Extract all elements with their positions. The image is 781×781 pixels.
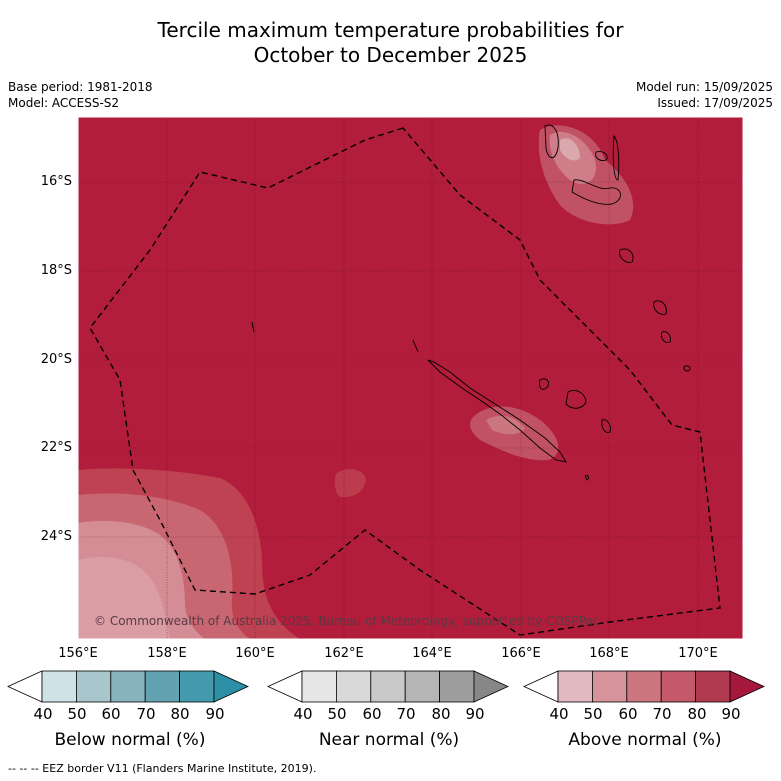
below-colorbar-min-extend: [7, 670, 43, 703]
tick-label: 60: [618, 705, 638, 723]
tick-label: 60: [101, 705, 121, 723]
island-outline: [612, 134, 620, 181]
below-normal-colorbar: [7, 670, 249, 703]
meta-right: Model run: 15/09/2025 Issued: 17/09/2025: [636, 79, 773, 111]
above-colorbar-segment: [592, 670, 628, 703]
tick-label: 90: [721, 705, 741, 723]
island-outline: [661, 331, 671, 343]
tick-label: 90: [465, 705, 485, 723]
island-outline: [544, 124, 559, 159]
near-colorbar-max-extend: [473, 670, 509, 703]
lon-label: 160°E: [235, 646, 275, 661]
lat-label: 20°S: [40, 352, 72, 367]
lat-label: 16°S: [40, 174, 72, 189]
tick-label: 80: [170, 705, 190, 723]
above-colorbar-segment: [626, 670, 662, 703]
above-colorbar-segment: [660, 670, 697, 703]
island-outline: [683, 365, 691, 372]
tick-label: 70: [396, 705, 416, 723]
island-outline: [653, 300, 667, 315]
lon-label: 156°E: [58, 646, 98, 661]
lon-label: 162°E: [324, 646, 364, 661]
copyright-text: © Commonwealth of Australia 2025, Bureau…: [94, 614, 600, 628]
model-run: Model run: 15/09/2025: [635, 80, 773, 94]
map-frame: [77, 116, 744, 640]
prob-blob-vanuatu-core: [560, 138, 580, 161]
tick-label: 40: [549, 705, 569, 723]
above-colorbar-segment: [557, 670, 593, 703]
base-period: Base period: 1981-2018: [8, 80, 153, 94]
tick-label: 50: [583, 705, 603, 723]
below-colorbar-segment: [179, 670, 215, 703]
issued-date: Issued: 17/09/2025: [657, 96, 773, 110]
tick-label: 40: [33, 705, 53, 723]
lat-label: 24°S: [40, 529, 72, 544]
above-normal-colorbar: [523, 670, 765, 703]
lon-label: 158°E: [147, 646, 187, 661]
island-outline: [412, 339, 419, 353]
below-normal-title: Below normal (%): [54, 730, 206, 750]
island-outline: [539, 378, 549, 390]
below-colorbar-segment: [41, 670, 77, 703]
tick-label: 80: [687, 705, 707, 723]
map-field: [78, 117, 743, 639]
tick-label: 50: [67, 705, 87, 723]
island-outline: [601, 419, 611, 433]
above-colorbar-min-extend: [523, 670, 559, 703]
colorbars: [7, 670, 765, 703]
island-outline: [251, 321, 255, 333]
near-normal-colorbar: [267, 670, 509, 703]
island-outline: [571, 179, 621, 205]
near-colorbar-segment: [335, 670, 372, 703]
near-colorbar-segment: [370, 670, 406, 703]
below-colorbar-segment: [76, 670, 112, 703]
model-name: Model: ACCESS-S2: [8, 96, 120, 110]
tick-label: 80: [431, 705, 451, 723]
island-outline: [565, 390, 587, 409]
lon-label: 166°E: [501, 646, 541, 661]
tick-label: 40: [293, 705, 313, 723]
island-outline: [619, 248, 634, 263]
below-colorbar-max-extend: [213, 670, 249, 703]
lon-label: 170°E: [678, 646, 718, 661]
above-colorbar-segment: [695, 670, 731, 703]
tick-label: 50: [327, 705, 347, 723]
chart-title: Tercile maximum temperature probabilitie…: [0, 18, 781, 68]
below-colorbar-segment: [144, 670, 180, 703]
below-colorbar-segment: [110, 670, 146, 703]
near-colorbar-segment: [404, 670, 441, 703]
prob-blob-inner: [486, 415, 525, 435]
above-colorbar-max-extend: [729, 670, 765, 703]
tick-label: 70: [652, 705, 672, 723]
gridlines: [78, 117, 743, 639]
near-colorbar-segment: [301, 670, 337, 703]
lon-label: 164°E: [412, 646, 452, 661]
island-outline: [595, 151, 608, 161]
prob-blob: [334, 469, 366, 498]
island-outline: [584, 475, 589, 481]
near-normal-title: Near normal (%): [318, 730, 460, 750]
title-line-2: October to December 2025: [253, 43, 528, 67]
lat-label: 22°S: [40, 440, 72, 455]
tick-label: 70: [136, 705, 156, 723]
meta-left: Base period: 1981-2018 Model: ACCESS-S2: [8, 79, 153, 111]
eez-footnote: -- -- -- EEZ border V11 (Flanders Marine…: [8, 762, 317, 775]
above-normal-title: Above normal (%): [568, 730, 722, 750]
eez-border: [89, 127, 721, 636]
prob-band-40: [78, 556, 170, 639]
tick-label: 90: [205, 705, 225, 723]
near-colorbar-min-extend: [267, 670, 303, 703]
lon-label: 168°E: [589, 646, 629, 661]
lat-label: 18°S: [40, 263, 72, 278]
title-line-1: Tercile maximum temperature probabilitie…: [157, 18, 624, 42]
new-caledonia-outline: [427, 359, 567, 463]
tick-label: 60: [362, 705, 382, 723]
near-colorbar-segment: [439, 670, 475, 703]
